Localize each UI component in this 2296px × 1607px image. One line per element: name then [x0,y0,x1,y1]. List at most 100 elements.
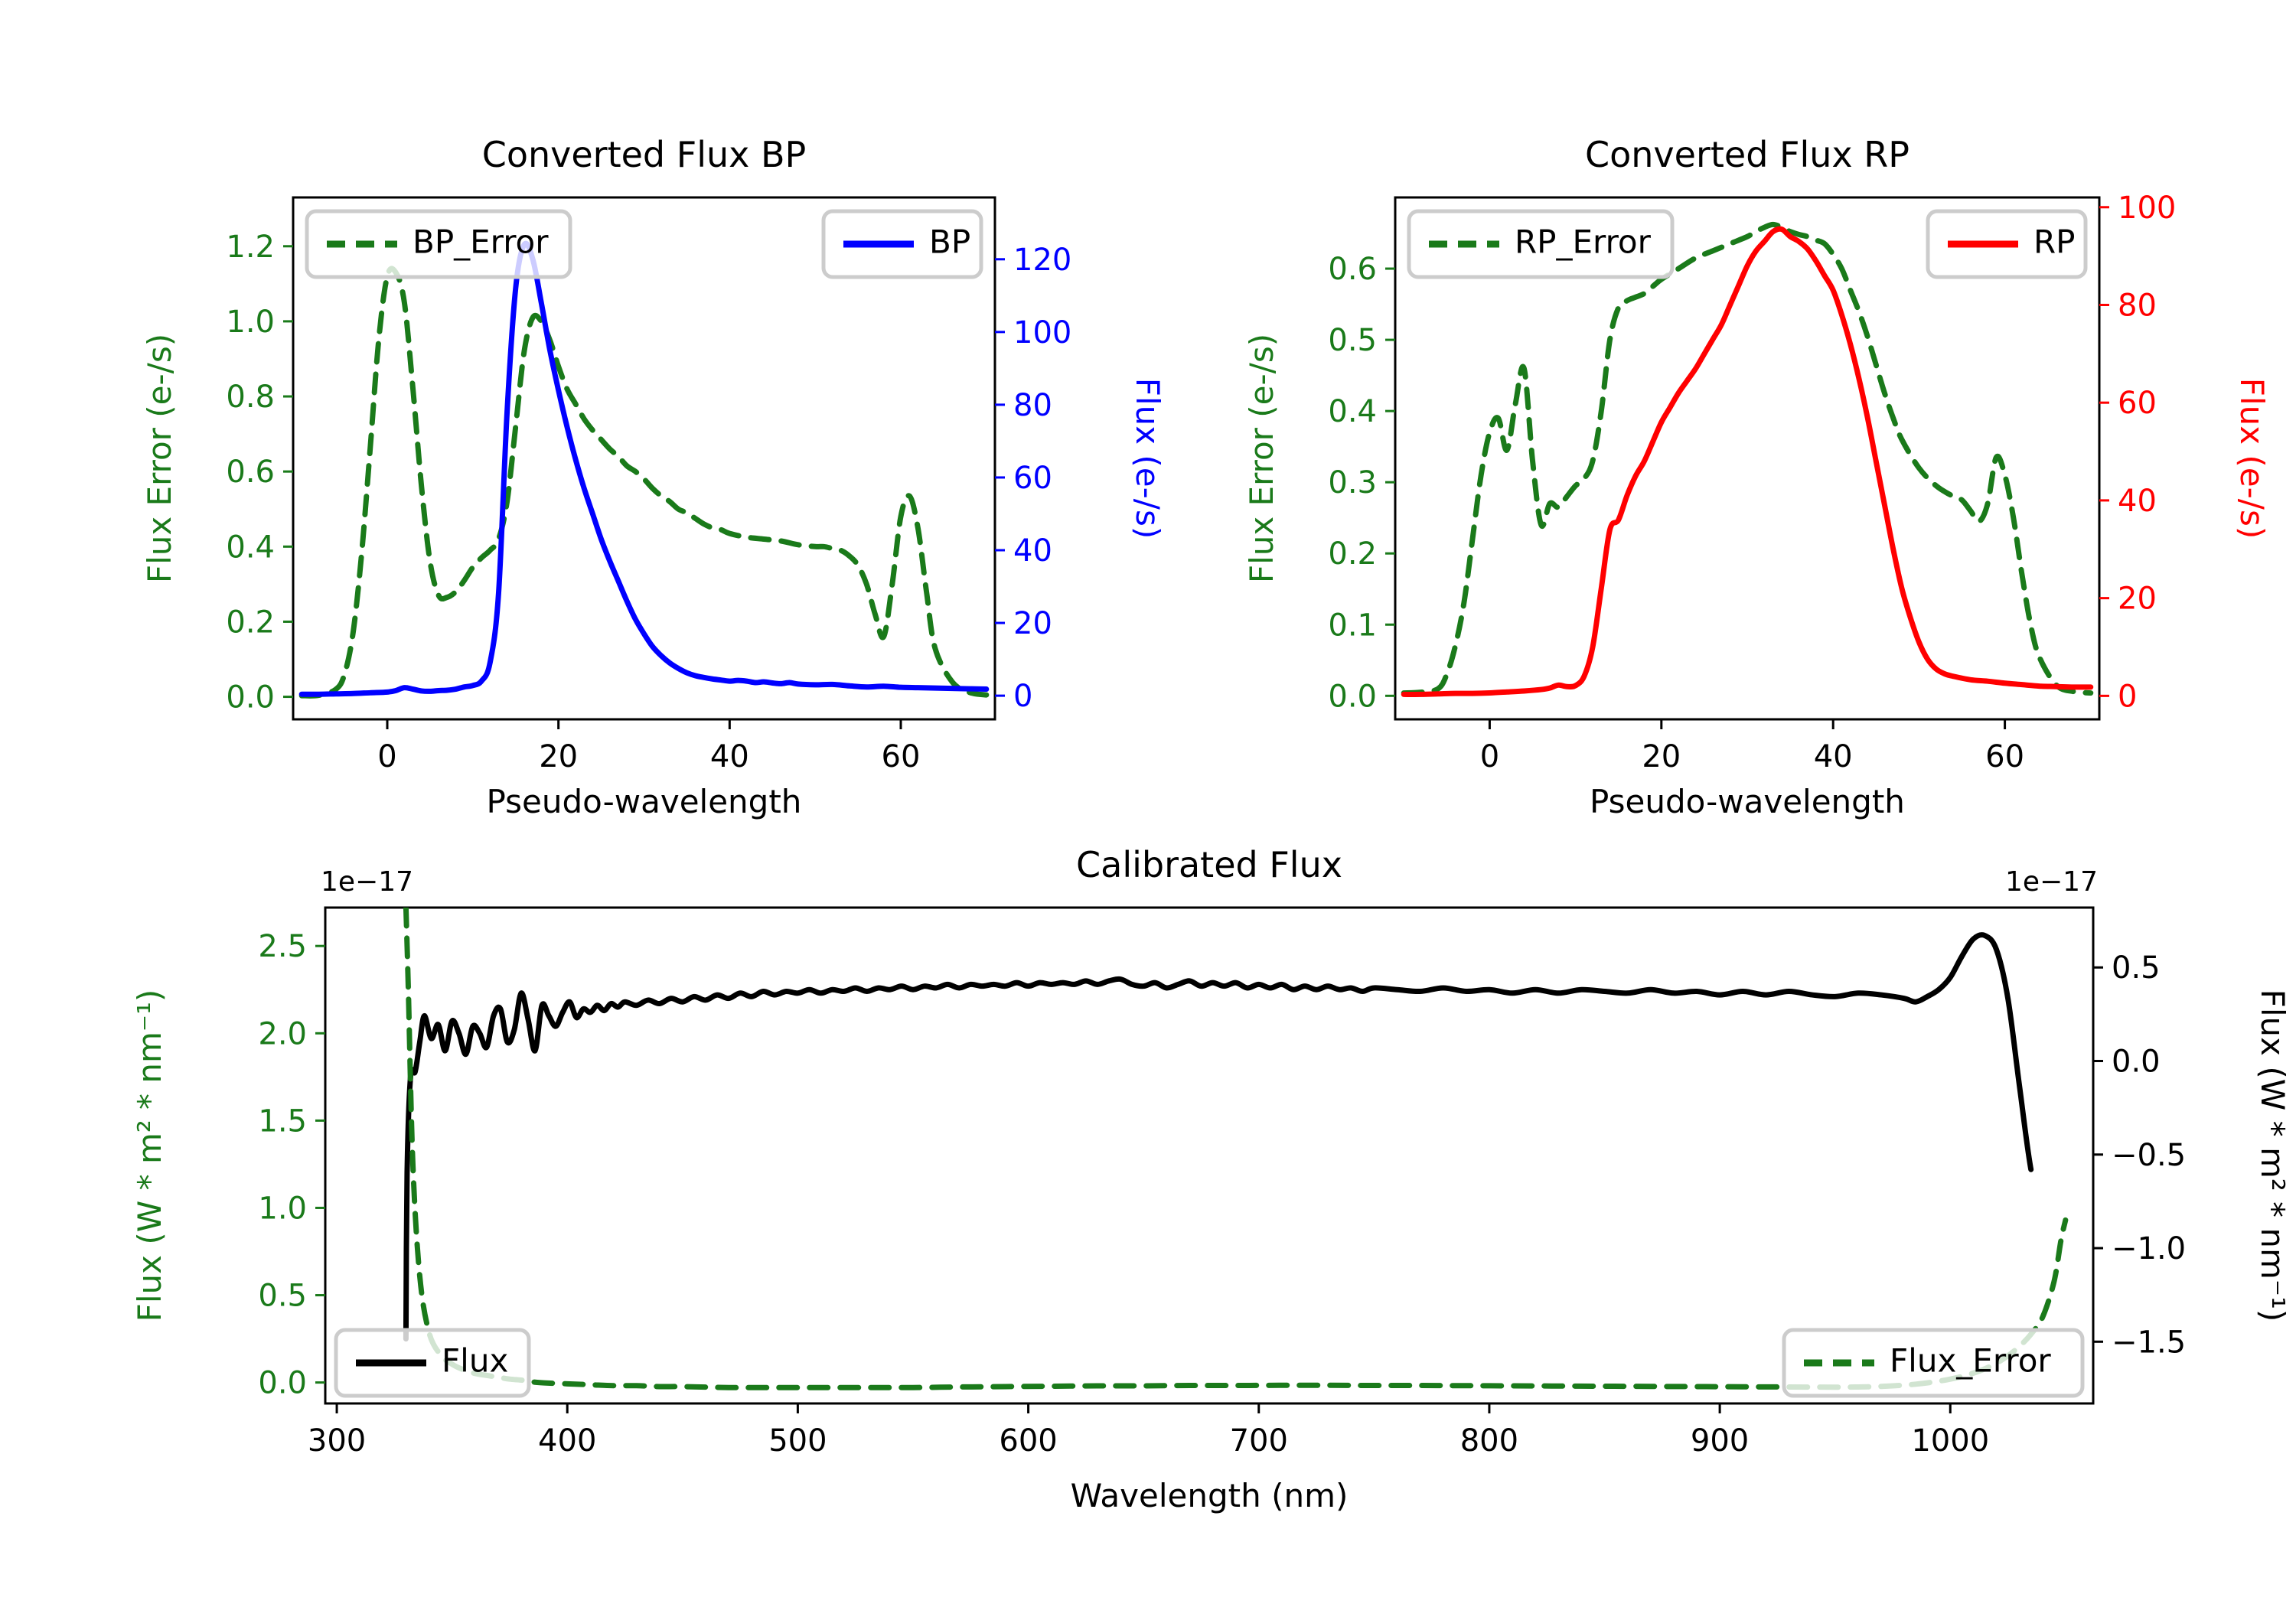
legend-flux[interactable]: Flux [334,1328,531,1398]
legend-flux_error[interactable]: Flux_Error [1782,1328,2085,1398]
series-line-rp [1401,226,2094,697]
legend-label: RP_Error [1515,223,1652,261]
legend-rp_error[interactable]: RP_Error [1407,209,1675,279]
x-tick-label: 0 [377,739,396,774]
legend-label: BP_Error [413,223,549,261]
y-tick-label-left: 0.2 [226,605,275,640]
offset-label-left: 1e−17 [321,866,413,898]
series-line-flux [403,932,2034,1342]
x-tick-label: 40 [710,739,749,774]
y-axis-label-left: Flux Error (e-/s) [141,334,178,583]
plot-frame [292,196,996,721]
legend-rp[interactable]: RP [1926,209,2088,279]
legend-box [305,209,572,279]
panel-title: Converted Flux BP [482,134,807,175]
y-tick-label-left: 1.0 [258,1191,307,1226]
legend-bp_error[interactable]: BP_Error [305,209,572,279]
y-tick-label-left: 0.0 [258,1366,307,1401]
x-tick-label: 60 [882,739,921,774]
y-axis-label-left: Flux (W * m² * nm⁻¹) [131,989,168,1322]
legend-bp[interactable]: BP [821,209,983,279]
y-tick-label-left: 0.4 [1328,394,1377,429]
x-tick-label: 600 [999,1423,1057,1459]
y-tick-label-right: 80 [2118,288,2157,323]
legend-label: Flux [442,1342,508,1380]
legend-label: BP [929,223,970,261]
y-tick-label-left: 2.0 [258,1016,307,1051]
plot-frame [1394,196,2101,721]
x-tick-label: 60 [1985,739,2024,774]
legend-label: Flux_Error [1890,1342,2051,1380]
panel-calibrated-flux: Calibrated Flux 300 400 500 600 700 800 900 1000… [131,844,2291,1514]
y-tick-label-right: −1.0 [2112,1231,2186,1266]
series-line-bp [298,240,990,697]
series-group [403,908,2069,1390]
y-tick-label-right: 40 [1013,533,1052,569]
legend-box [1407,209,1675,279]
y-tick-label-right: −0.5 [2112,1138,2186,1173]
y-tick-label-right: 40 [2118,484,2157,519]
y-tick-label-right: 20 [2118,582,2157,617]
series-line-flux_error [403,908,2069,1390]
panel-converted-flux-rp: Converted Flux RP 0 20 40 60 Pseudo-wavelengt… [1243,134,2271,820]
y-tick-label-left: 1.0 [226,305,275,340]
series-line-bp_error [298,266,990,699]
y-tick-label-left: 0.5 [258,1279,307,1314]
y-axis-label-right: Flux (e-/s) [1129,378,1166,539]
y-axis-label-right: Flux (e-/s) [2233,378,2271,539]
panel-title: Converted Flux RP [1585,134,1910,175]
y-tick-label-right: 0.0 [2112,1045,2161,1080]
x-axis-label: Pseudo-wavelength [487,783,802,820]
x-axis-label: Wavelength (nm) [1071,1477,1349,1514]
legend-box [334,1328,531,1398]
y-tick-label-right: 0 [2118,679,2137,714]
x-tick-label: 700 [1230,1423,1288,1459]
y-tick-label-left: 0.2 [1328,536,1377,572]
y-tick-label-right: 60 [1013,461,1052,496]
y-tick-label-right: 100 [1013,315,1071,350]
x-tick-label: 20 [539,739,578,774]
y-tick-label-left: 0.4 [226,530,275,565]
x-tick-label: 0 [1480,739,1499,774]
y-tick-label-right: 60 [2118,386,2157,421]
x-axis-label: Pseudo-wavelength [1590,783,1905,820]
panel-converted-flux-bp: Converted Flux BP 0 20 40 60 Pseudo-wavelengt… [141,134,1166,820]
y-tick-label-right: 100 [2118,191,2176,226]
y-tick-label-right: −1.5 [2112,1325,2186,1360]
legend-box [1782,1328,2085,1398]
series-line-rp_error [1401,221,2094,696]
y-tick-label-right: 0 [1013,679,1032,714]
x-tick-label: 400 [538,1423,596,1459]
panel-title: Calibrated Flux [1076,844,1342,885]
x-tick-label: 20 [1642,739,1681,774]
x-tick-label: 800 [1460,1423,1518,1459]
y-tick-label-left: 1.5 [258,1103,307,1139]
y-tick-label-right: 20 [1013,606,1052,641]
series-group [1401,221,2094,697]
x-tick-label: 300 [308,1423,366,1459]
y-tick-label-left: 0.8 [226,380,275,415]
x-tick-label: 40 [1814,739,1853,774]
x-tick-label: 1000 [1911,1423,1989,1459]
series-group [298,240,990,699]
y-tick-label-left: 0.0 [1328,679,1377,714]
y-tick-label-right: 120 [1013,243,1071,278]
legend-label: RP [2033,223,2076,261]
y-axis-label-right: Flux (W * m² * nm⁻¹) [2254,989,2291,1322]
y-tick-label-left: 0.1 [1328,608,1377,643]
y-tick-label-left: 0.6 [1328,252,1377,287]
y-tick-label-left: 0.6 [226,455,275,490]
y-tick-label-left: 0.0 [226,680,275,715]
x-tick-label: 500 [768,1423,827,1459]
y-tick-label-left: 1.2 [226,230,275,265]
y-tick-label-left: 0.3 [1328,465,1377,500]
y-tick-label-right: 80 [1013,388,1052,423]
y-tick-label-right: 0.5 [2112,950,2161,986]
y-tick-label-left: 2.5 [258,929,307,964]
y-axis-label-left: Flux Error (e-/s) [1243,334,1280,583]
offset-label-right: 1e−17 [2005,866,2098,898]
y-tick-label-left: 0.5 [1328,323,1377,358]
x-tick-label: 900 [1691,1423,1749,1459]
